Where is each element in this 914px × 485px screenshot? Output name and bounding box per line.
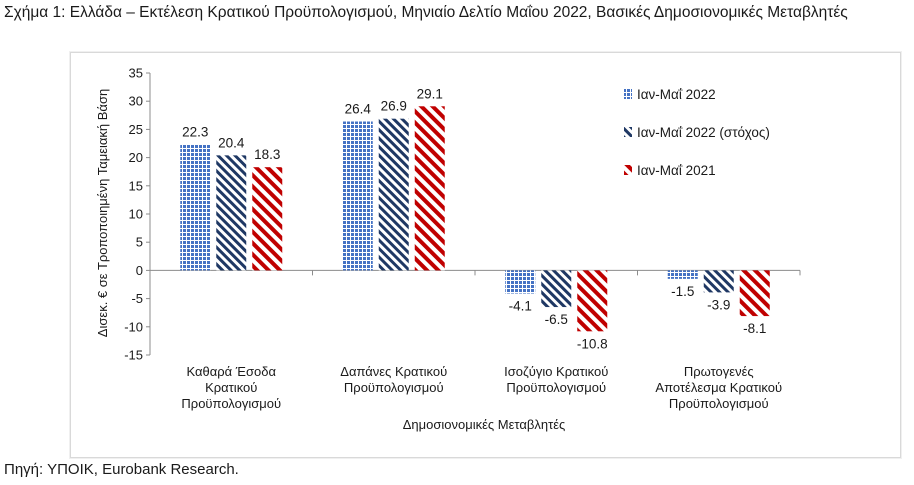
bar bbox=[541, 270, 572, 308]
y-axis-label: Δισεκ. € σε Τροποποιημένη Ταμειακή Βάση bbox=[95, 89, 110, 337]
category-label-line: Αποτέλεσμα Κρατικού bbox=[655, 380, 782, 395]
bar bbox=[505, 270, 536, 294]
category-label-line: Ισοζύγιο Κρατικού bbox=[504, 364, 608, 379]
y-tick-label: 30 bbox=[129, 94, 143, 109]
category-label-line: Προϋπολογισμού bbox=[506, 380, 606, 395]
data-label: 26.4 bbox=[345, 102, 372, 117]
bar bbox=[739, 270, 770, 317]
y-tick-label: 25 bbox=[129, 122, 143, 137]
chart-panel: Δισεκ. € σε Τροποποιημένη Ταμειακή Βάση … bbox=[70, 52, 901, 458]
data-label: -3.9 bbox=[707, 297, 730, 312]
legend: Ιαν-Μαΐ 2022 Ιαν-Μαΐ 2022 (στόχος) Ιαν-Μαΐ… bbox=[624, 87, 770, 178]
bar bbox=[180, 144, 211, 271]
y-tick-label: -15 bbox=[124, 348, 143, 363]
category-label: Καθαρά Έσοδα Κρατικού Προϋπολογισμού bbox=[181, 364, 281, 411]
data-label: -10.8 bbox=[577, 336, 608, 351]
y-tick-label: 20 bbox=[129, 150, 143, 165]
y-tick-label: -10 bbox=[124, 319, 143, 334]
data-label: -4.1 bbox=[509, 299, 532, 314]
figure-title: Σχήμα 1: Ελλάδα – Εκτέλεση Κρατικού Προϋ… bbox=[4, 4, 848, 21]
y-tick-label: 15 bbox=[129, 178, 143, 193]
y-tick-label: -5 bbox=[131, 291, 143, 306]
legend-label: Ιαν-Μαΐ 2022 bbox=[637, 87, 716, 102]
data-label: 18.3 bbox=[254, 147, 280, 162]
legend-swatch bbox=[624, 127, 632, 137]
y-tick-label: 10 bbox=[129, 207, 143, 222]
category-label-line: Δαπάνες Κρατικού bbox=[340, 364, 447, 379]
category-label: Δαπάνες Κρατικού Προϋπολογισμού bbox=[340, 364, 447, 395]
category-label: Πρωτογενές Αποτέλεσμα Κρατικού Προϋπολογισ… bbox=[655, 364, 782, 411]
y-tick-label: 0 bbox=[136, 263, 143, 278]
category-label-line: Πρωτογενές bbox=[684, 364, 754, 379]
data-label: -8.1 bbox=[743, 321, 766, 336]
bar bbox=[414, 106, 445, 271]
bar bbox=[378, 118, 409, 271]
bar bbox=[252, 167, 283, 271]
category-label-line: Κρατικού bbox=[205, 380, 257, 395]
data-label: 29.1 bbox=[417, 86, 443, 101]
data-label: 20.4 bbox=[218, 135, 245, 150]
bar bbox=[342, 121, 373, 271]
category-label-line: Προϋπολογισμού bbox=[344, 380, 444, 395]
bar bbox=[577, 270, 608, 332]
bar-chart: Δισεκ. € σε Τροποποιημένη Ταμειακή Βάση … bbox=[95, 66, 801, 432]
y-tick-label: 5 bbox=[136, 235, 143, 250]
bar bbox=[667, 270, 698, 279]
plot-area: 35 30 25 20 15 10 5 0 -5 -10 -15 22.3 20.4 18.3 Καθαρά… bbox=[124, 66, 801, 411]
y-tick-label: 35 bbox=[129, 66, 143, 81]
category-label-line: Προϋπολογισμού bbox=[669, 396, 769, 411]
category-label-line: Καθαρά Έσοδα bbox=[187, 364, 277, 379]
legend-label: Ιαν-Μαΐ 2022 (στόχος) bbox=[637, 125, 770, 140]
data-label: 26.9 bbox=[381, 99, 407, 114]
legend-swatch bbox=[624, 165, 632, 175]
figure-source: Πηγή: ΥΠΟΙΚ, Eurobank Research. bbox=[4, 461, 239, 478]
data-label: -1.5 bbox=[671, 284, 694, 299]
data-label: -6.5 bbox=[545, 312, 568, 327]
category-label: Ισοζύγιο Κρατικού Προϋπολογισμού bbox=[504, 364, 608, 395]
bar bbox=[703, 270, 734, 293]
category-label-line: Προϋπολογισμού bbox=[181, 396, 281, 411]
data-label: 22.3 bbox=[182, 125, 208, 140]
legend-label: Ιαν-Μαΐ 2021 bbox=[637, 163, 716, 178]
legend-swatch bbox=[624, 89, 632, 99]
bar bbox=[216, 155, 247, 271]
x-axis-label: Δημοσιονομικές Μεταβλητές bbox=[403, 417, 566, 432]
